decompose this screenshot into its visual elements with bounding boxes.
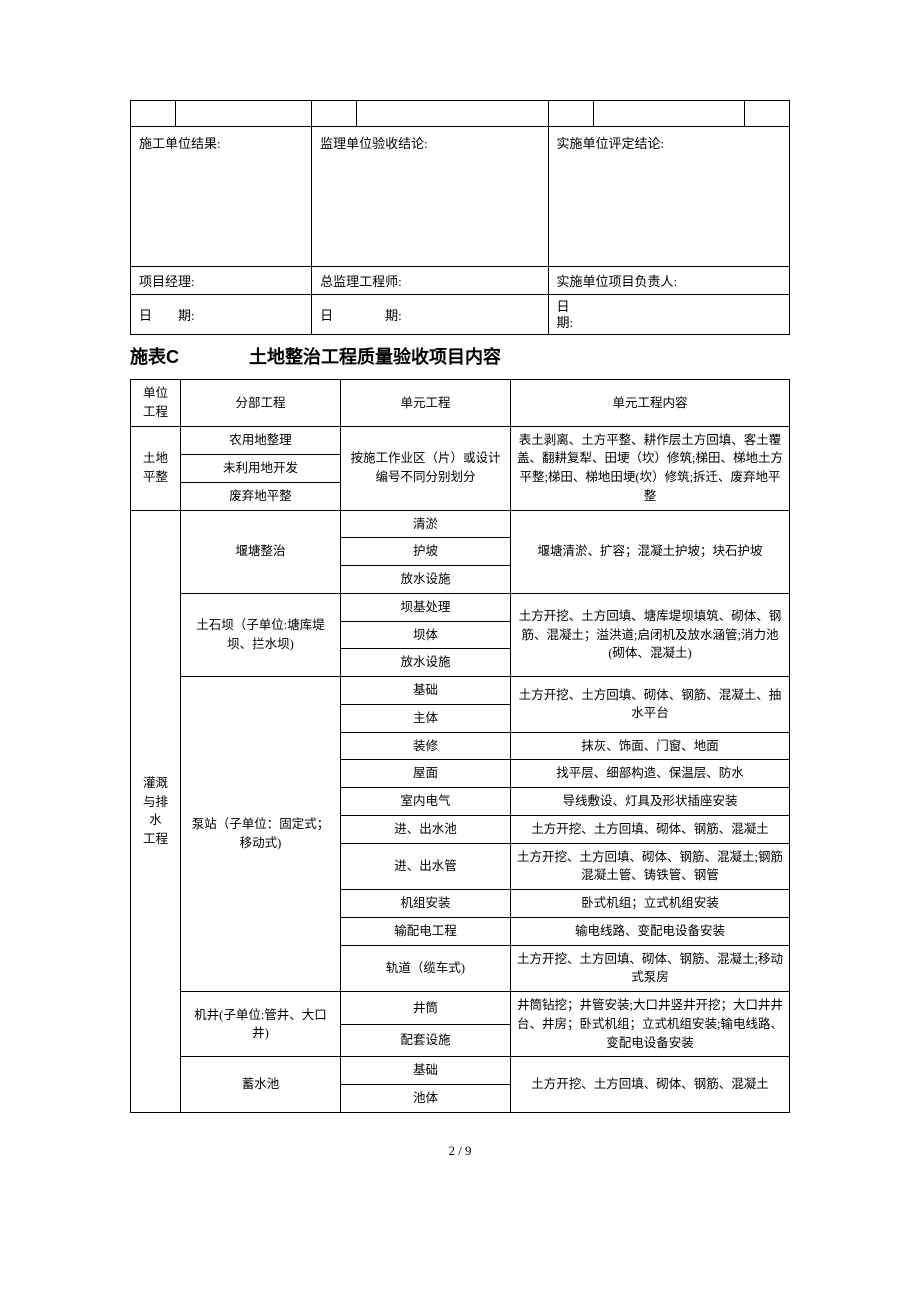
pump-u5: 室内电气 <box>341 788 511 816</box>
pump-u10: 轨道（缆车式) <box>341 945 511 992</box>
pump-u2: 主体 <box>341 704 511 732</box>
pump-c1: 土方开挖、土方回填、砌体、钢筋、混凝土、抽水平台 <box>511 677 790 733</box>
dam-u1: 坝基处理 <box>341 593 511 621</box>
pump-c5: 导线敷设、灯具及形状插座安装 <box>511 788 790 816</box>
pump-u7: 进、出水管 <box>341 843 511 890</box>
well-u2: 配套设施 <box>341 1024 511 1057</box>
cell-empty <box>744 101 789 127</box>
table-row: 项目经理: 总监理工程师: 实施单位项目负责人: <box>131 267 790 295</box>
project-manager-label: 项目经理: <box>131 267 312 295</box>
table-row: 土地 平整 农用地整理 按施工作业区（片）或设计编号不同分别划分 表土剥离、土方… <box>131 426 790 454</box>
heading-title: 土地整治工程质量验收项目内容 <box>249 343 501 369</box>
table-row: 施工单位结果: 监理单位验收结论: 实施单位评定结论: <box>131 127 790 267</box>
page-number: 2 / 9 <box>130 1143 790 1159</box>
date-label-1: 日 期: <box>131 295 312 335</box>
col-unit-work: 单元工程 <box>341 380 511 427</box>
pump-u4: 屋面 <box>341 760 511 788</box>
section-heading: 施表C 土地整治工程质量验收项目内容 <box>130 343 790 369</box>
table-row: 蓄水池 基础 土方开挖、土方回填、砌体、钢筋、混凝土 <box>131 1057 790 1085</box>
conclusion-table: 施工单位结果: 监理单位验收结论: 实施单位评定结论: 项目经理: 总监理工程师… <box>130 100 790 335</box>
pump-c4: 找平层、细部构造、保温层、防水 <box>511 760 790 788</box>
tank-sub: 蓄水池 <box>181 1057 341 1113</box>
irrigation-name: 灌溉 与排水 工程 <box>131 510 181 1112</box>
pump-u8: 机组安装 <box>341 890 511 918</box>
pond-content: 堰塘清淤、扩容；混凝土护坡；块石护坡 <box>511 510 790 593</box>
dam-u2: 坝体 <box>341 621 511 649</box>
table-row: 日 期: 日 期: 日 期: <box>131 295 790 335</box>
pump-c3: 抹灰、饰面、门窗、地面 <box>511 732 790 760</box>
cell-empty <box>357 101 548 127</box>
col-content: 单元工程内容 <box>511 380 790 427</box>
cell-empty <box>312 101 357 127</box>
pump-u9: 输配电工程 <box>341 917 511 945</box>
table-row: 泵站（子单位：固定式；移动式) 基础 土方开挖、土方回填、砌体、钢筋、混凝土、抽… <box>131 677 790 705</box>
pump-u3: 装修 <box>341 732 511 760</box>
date-label-2: 日 期: <box>312 295 548 335</box>
pond-sub: 堰塘整治 <box>181 510 341 593</box>
tank-u2: 池体 <box>341 1085 511 1113</box>
table-row: 土石坝（子单位:塘库堤坝、拦水坝) 坝基处理 土方开挖、土方回填、塘库堤坝填筑、… <box>131 593 790 621</box>
construction-result-label: 施工单位结果: <box>131 127 312 267</box>
tank-content: 土方开挖、土方回填、砌体、钢筋、混凝土 <box>511 1057 790 1113</box>
table-header-row: 单位工程 分部工程 单元工程 单元工程内容 <box>131 380 790 427</box>
pond-u2: 护坡 <box>341 538 511 566</box>
project-leader-label: 实施单位项目负责人: <box>548 267 790 295</box>
well-sub: 机井(子单位:管井、大口井) <box>181 992 341 1057</box>
table-row <box>131 101 790 127</box>
tank-u1: 基础 <box>341 1057 511 1085</box>
pump-c6: 土方开挖、土方回填、砌体、钢筋、混凝土 <box>511 815 790 843</box>
heading-prefix: 施表C <box>130 343 179 369</box>
pump-u1: 基础 <box>341 677 511 705</box>
cell-empty <box>548 101 593 127</box>
dam-sub: 土石坝（子单位:塘库堤坝、拦水坝) <box>181 593 341 676</box>
land-sub1: 农用地整理 <box>181 426 341 454</box>
cell-empty <box>176 101 312 127</box>
pump-sub: 泵站（子单位：固定式；移动式) <box>181 677 341 992</box>
dam-content: 土方开挖、土方回填、塘库堤坝填筑、砌体、钢筋、混凝土；溢洪道;启闭机及放水涵管;… <box>511 593 790 676</box>
table-row: 灌溉 与排水 工程 堰塘整治 清淤 堰塘清淤、扩容；混凝土护坡；块石护坡 <box>131 510 790 538</box>
land-unit: 按施工作业区（片）或设计编号不同分别划分 <box>341 426 511 510</box>
table-row: 机井(子单位:管井、大口井) 井筒 井筒钻挖；井管安装;大口井竖井开挖；大口井井… <box>131 992 790 1025</box>
well-u1: 井筒 <box>341 992 511 1025</box>
project-content-table: 单位工程 分部工程 单元工程 单元工程内容 土地 平整 农用地整理 按施工作业区… <box>130 379 790 1113</box>
cell-empty <box>131 101 176 127</box>
well-content: 井筒钻挖；井管安装;大口井竖井开挖；大口井井台、井房；卧式机组；立式机组安装;输… <box>511 992 790 1057</box>
pump-c9: 输电线路、变配电设备安装 <box>511 917 790 945</box>
pump-c10: 土方开挖、土方回填、砌体、钢筋、混凝土;移动式泵房 <box>511 945 790 992</box>
col-unit-project: 单位工程 <box>131 380 181 427</box>
implementation-conclusion-label: 实施单位评定结论: <box>548 127 790 267</box>
dam-u3: 放水设施 <box>341 649 511 677</box>
land-flatten-name: 土地 平整 <box>131 426 181 510</box>
pump-u6: 进、出水池 <box>341 815 511 843</box>
cell-empty <box>593 101 744 127</box>
date-label-3: 日 期: <box>548 295 790 335</box>
pond-u1: 清淤 <box>341 510 511 538</box>
pond-u3: 放水设施 <box>341 566 511 594</box>
chief-supervisor-label: 总监理工程师: <box>312 267 548 295</box>
pump-c8: 卧式机组；立式机组安装 <box>511 890 790 918</box>
supervision-conclusion-label: 监理单位验收结论: <box>312 127 548 267</box>
col-sub-project: 分部工程 <box>181 380 341 427</box>
land-content: 表土剥离、土方平整、耕作层土方回填、客土覆盖、翻耕复犁、田埂（坎）修筑;梯田、梯… <box>511 426 790 510</box>
pump-c7: 土方开挖、土方回填、砌体、钢筋、混凝土;钢筋混凝土管、铸铁管、钢管 <box>511 843 790 890</box>
land-sub3: 废弃地平整 <box>181 482 341 510</box>
land-sub2: 未利用地开发 <box>181 454 341 482</box>
